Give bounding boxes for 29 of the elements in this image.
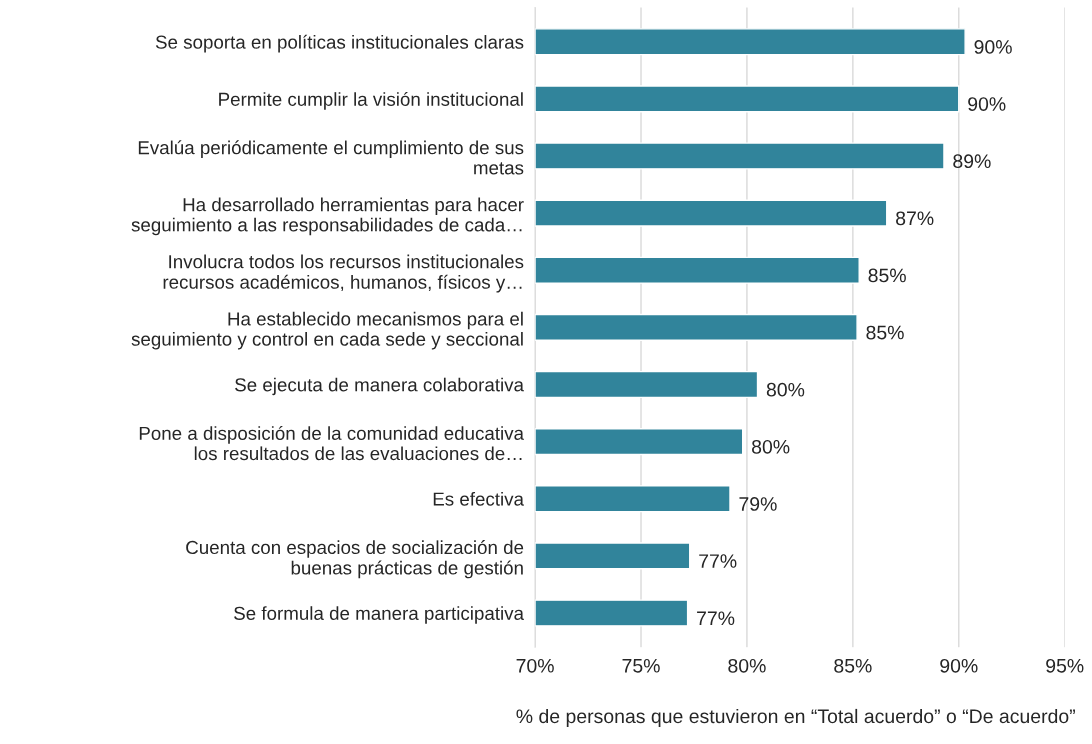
- y-tick-label: Se soporta en políticas institucionales claras: [155, 34, 524, 53]
- x-tick-label: 95%: [1046, 658, 1084, 673]
- y-tick-label: Ha desarrollado herramientas para hacer seguimiento a las responsabilidades de cada…: [131, 197, 524, 236]
- y-tick-label: Involucra todos los recursos institucionales recursos académicos, humanos, físicos y…: [163, 254, 524, 293]
- data-label: 77%: [697, 611, 735, 625]
- data-label: 77%: [699, 554, 737, 568]
- x-axis-title: % de personas que estuvieron en “Total acuerdo” o “De acuerdo”: [516, 708, 1075, 728]
- data-label: 90%: [968, 97, 1006, 111]
- data-label: 80%: [766, 382, 805, 397]
- x-tick-label: 90%: [940, 658, 978, 673]
- data-label: 90%: [974, 40, 1012, 54]
- y-tick-label: Es efectiva: [433, 491, 524, 506]
- data-label: 80%: [752, 439, 790, 454]
- y-tick-label: Pone a disposición de la comunidad educativa los resultados de las evaluaciones de…: [139, 425, 524, 461]
- y-tick-label: Se ejecuta de manera colaborativa: [235, 377, 524, 396]
- y-tick-label: Cuenta con espacios de socialización de buenas prácticas de gestión: [186, 540, 524, 579]
- data-label: 85%: [868, 268, 906, 283]
- x-tick-label: 70%: [516, 658, 554, 673]
- data-label: 85%: [866, 325, 904, 340]
- y-tick-label: Permite cumplir la visión institucional: [219, 91, 523, 110]
- x-tick-label: 80%: [728, 658, 766, 673]
- y-tick-label: Se formula de manera participativa: [234, 606, 524, 624]
- x-tick-label: 75%: [622, 658, 660, 673]
- data-label: 87%: [896, 211, 934, 226]
- x-tick-label: 85%: [834, 658, 872, 673]
- data-label: 79%: [739, 497, 777, 511]
- data-label: 89%: [953, 154, 991, 169]
- y-tick-label: Evalúa periódicamente el cumplimiento de sus metas: [138, 140, 524, 175]
- y-tick-label: Ha establecido mecanismos para el seguimiento y control en cada sede y seccional: [131, 311, 523, 350]
